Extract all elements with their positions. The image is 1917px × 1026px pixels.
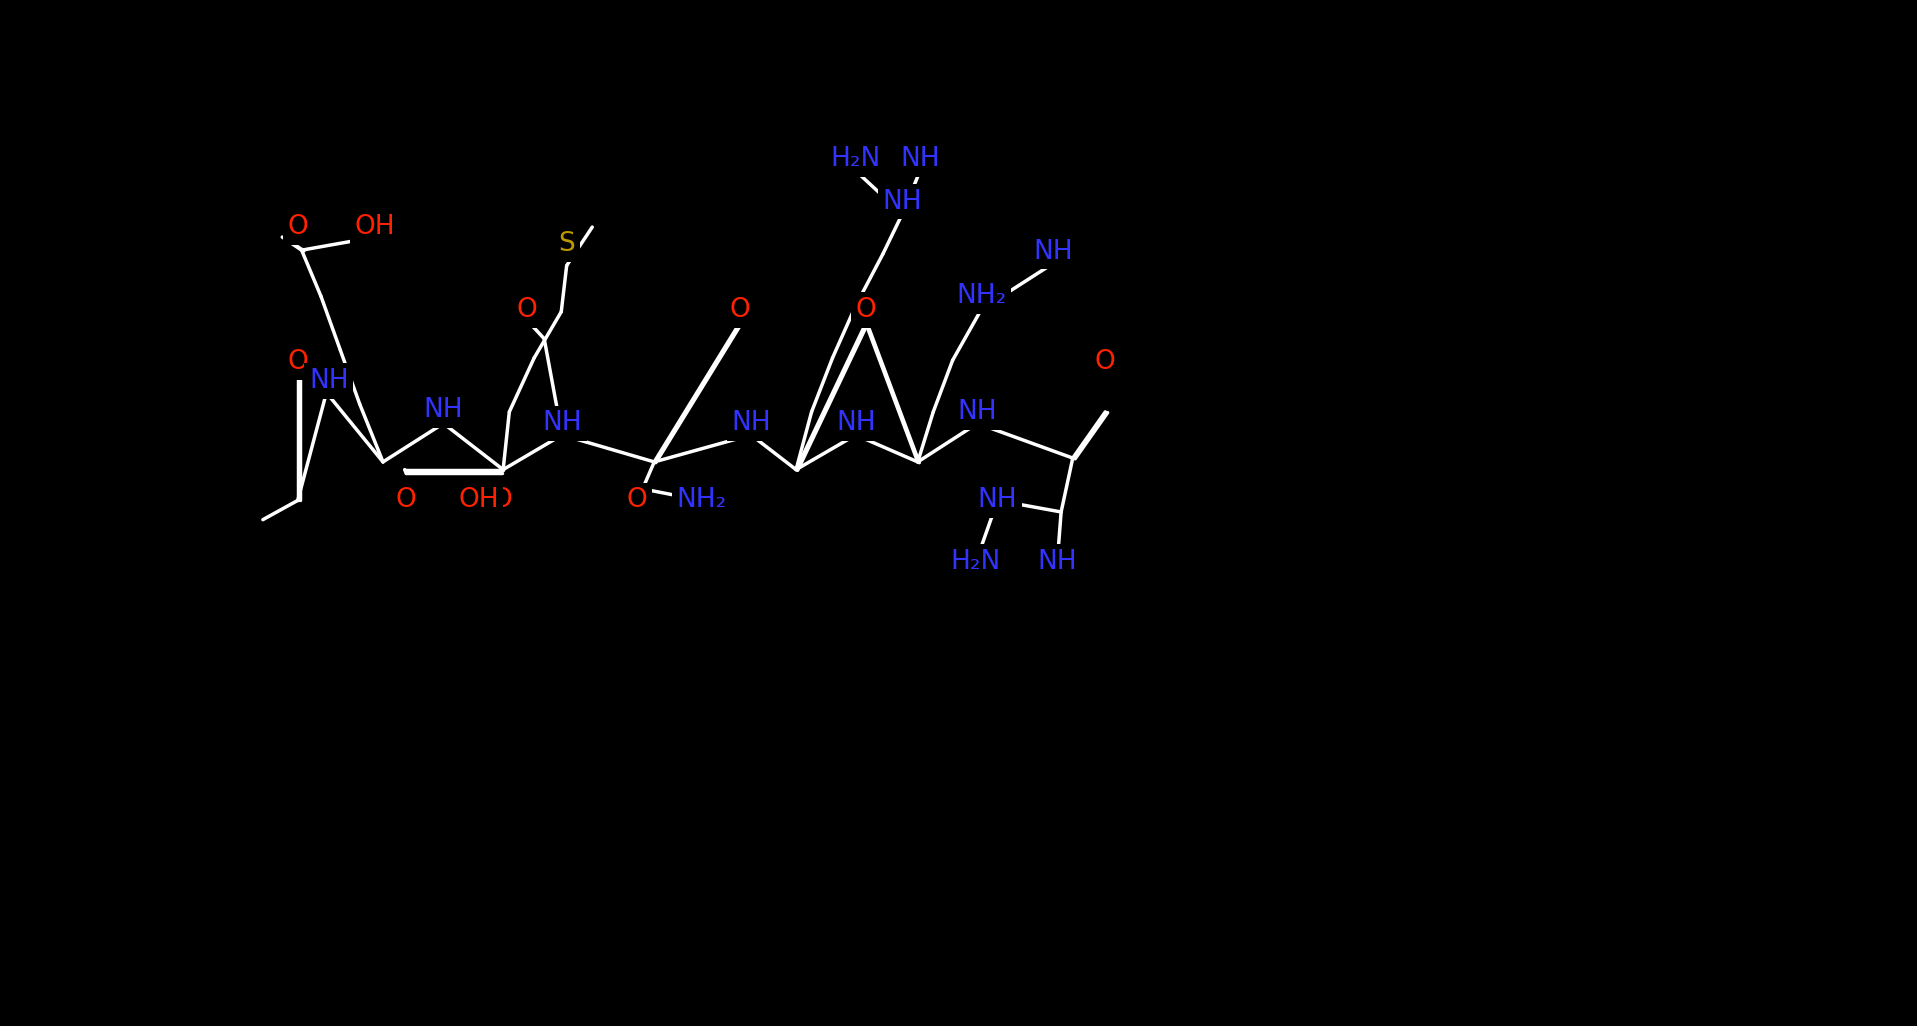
Text: O: O: [516, 298, 537, 323]
Text: H₂N: H₂N: [830, 147, 882, 172]
Text: H₂N: H₂N: [951, 549, 1001, 575]
Text: NH: NH: [901, 147, 939, 172]
Text: O: O: [728, 298, 750, 323]
Text: O: O: [627, 487, 646, 513]
Text: NH: NH: [836, 410, 876, 436]
Text: NH: NH: [730, 410, 771, 436]
Text: NH: NH: [958, 399, 997, 425]
Text: OH: OH: [355, 214, 395, 240]
Text: NH₂: NH₂: [677, 487, 727, 513]
Text: O: O: [855, 298, 876, 323]
Text: NH: NH: [543, 410, 583, 436]
Text: NH₂: NH₂: [957, 283, 1006, 310]
Text: O: O: [288, 214, 309, 240]
Text: O: O: [1095, 349, 1116, 374]
Text: NH: NH: [1033, 239, 1074, 265]
Text: S: S: [558, 231, 575, 256]
Text: O: O: [397, 487, 416, 513]
Text: O: O: [491, 487, 512, 513]
Text: NH: NH: [309, 368, 349, 394]
Text: NH: NH: [424, 397, 464, 424]
Text: O: O: [288, 349, 309, 374]
Text: NH: NH: [1037, 549, 1077, 575]
Text: NH: NH: [882, 189, 922, 214]
Text: NH: NH: [978, 487, 1018, 513]
Text: OH: OH: [458, 487, 498, 513]
